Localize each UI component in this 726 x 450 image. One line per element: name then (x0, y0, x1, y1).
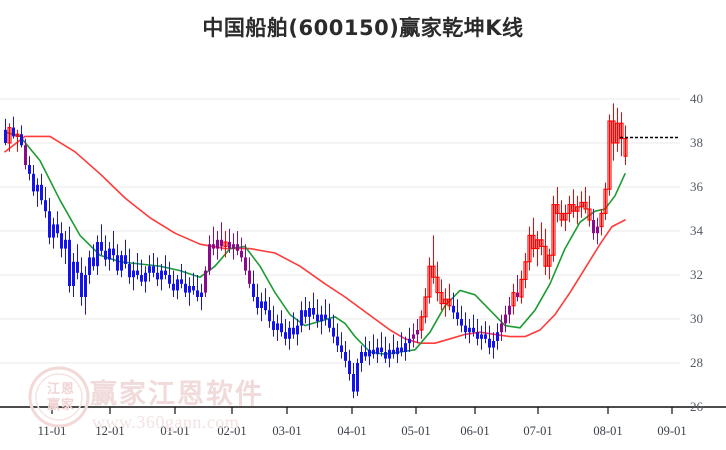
y-axis-tick-label: 40 (690, 91, 703, 106)
candlestick-chart-svg (0, 98, 726, 414)
candlestick-series (4, 103, 628, 399)
y-axis-tick-label: 36 (690, 179, 703, 194)
x-axis-tick-label: 03-01 (272, 424, 302, 438)
page-title: 中国船舶(600150)赢家乾坤K线 (202, 16, 524, 40)
chart-plot-area (0, 85, 726, 414)
x-axis-tick-label: 09-01 (657, 424, 687, 438)
x-axis-tick-label: 12-01 (95, 424, 125, 438)
y-axis-tick-label: 28 (690, 355, 703, 370)
x-axis-tick-label: 04-01 (337, 424, 367, 438)
x-axis-tick-label: 01-01 (160, 424, 190, 438)
x-axis-tick-label: 06-01 (460, 424, 490, 438)
chart-axis (0, 406, 726, 414)
x-axis-tick-label: 07-01 (523, 424, 553, 438)
x-axis-tick-label: 08-01 (593, 424, 623, 438)
x-axis-tick-label: 02-01 (217, 424, 247, 438)
y-axis-tick-label: 26 (690, 399, 703, 414)
x-axis-tick-label: 11-01 (37, 424, 67, 438)
y-axis-tick-label: 32 (690, 267, 703, 282)
y-axis-tick-label: 34 (690, 223, 703, 238)
y-axis-tick-label: 30 (690, 311, 703, 326)
x-axis-tick-label: 05-01 (401, 424, 431, 438)
y-axis-tick-label: 38 (690, 135, 703, 150)
ma-long-line (4, 135, 626, 345)
